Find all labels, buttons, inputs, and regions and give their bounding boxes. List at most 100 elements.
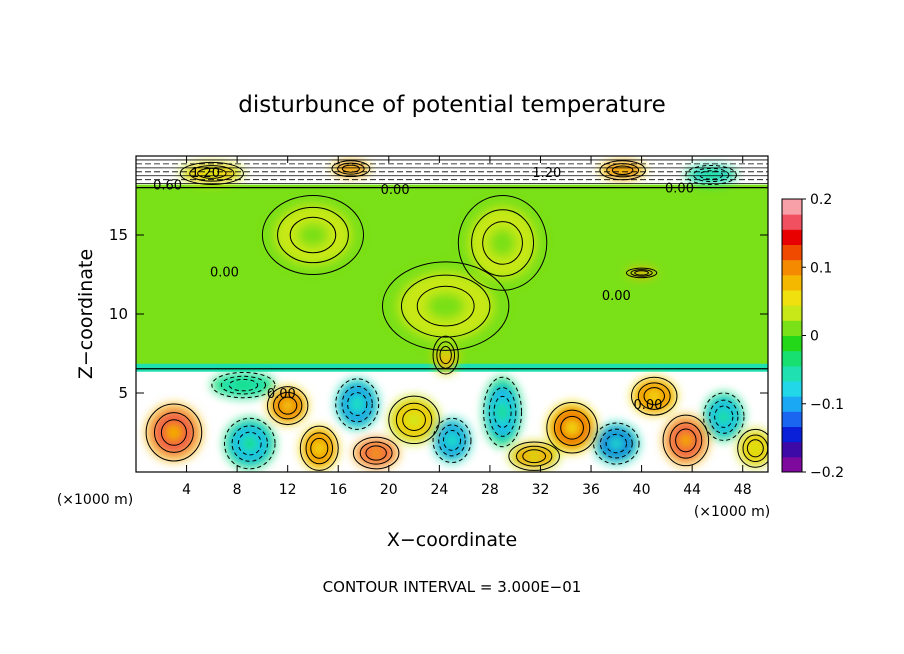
contour-line (593, 422, 640, 465)
contour-line (483, 376, 523, 448)
x-tick-label: 4 (182, 482, 191, 498)
colorbar-swatch (782, 305, 802, 321)
contour-line (482, 221, 523, 265)
contour-line (352, 436, 400, 470)
x-tick-label: 40 (633, 482, 651, 498)
x-tick-label: 36 (582, 482, 600, 498)
contour-line (223, 417, 276, 470)
contour-line (237, 431, 262, 456)
contour-line (685, 164, 737, 185)
colorbar-tick-label: −0.1 (810, 397, 844, 413)
contour-line (675, 428, 697, 453)
contour-line (160, 419, 187, 446)
y-tick-label: 10 (109, 305, 128, 323)
anomaly-blob (737, 429, 768, 468)
contour-line (402, 408, 426, 432)
contour-line (289, 216, 337, 254)
contour-label: 0.00 (267, 387, 296, 402)
colorbar-tick-label: 0 (810, 329, 819, 345)
contour-line (395, 402, 433, 437)
contour-line (471, 209, 535, 277)
contour-line (634, 270, 649, 276)
contour-lines (136, 159, 768, 471)
contour-line (331, 160, 371, 178)
contour-label: 1.20 (532, 166, 561, 181)
anomaly-blob (224, 418, 276, 469)
x-unit-right: (×1000 m) (694, 504, 770, 520)
contour-line (231, 425, 268, 462)
contour-line (299, 425, 339, 471)
x-unit-left: (×1000 m) (57, 492, 133, 508)
contour-line (365, 445, 387, 461)
colorbar-swatch (782, 426, 802, 443)
contour-line (432, 335, 459, 375)
x-axis-label: X−coordinate (387, 529, 517, 551)
contour-line (560, 415, 584, 440)
colorbar-swatch (782, 229, 802, 245)
contour-line (669, 422, 703, 459)
x-tick-label: 20 (380, 482, 398, 498)
x-tick-label: 16 (329, 482, 347, 498)
contour-line (341, 385, 373, 423)
contour-line (643, 387, 665, 406)
contour-line (220, 375, 267, 395)
contour-line (605, 433, 628, 454)
colorbar-tick-label: 0.2 (810, 192, 832, 208)
contour-line (522, 449, 547, 464)
contour-interval-note: CONTOUR INTERVAL = 3.000E−01 (323, 578, 582, 596)
contour-line (625, 267, 658, 279)
contour-label: 0.60 (153, 178, 182, 193)
contour-line (692, 167, 730, 183)
contour-line (228, 378, 259, 392)
contour-label: 0.00 (665, 182, 694, 197)
colorbar-swatch (782, 199, 802, 215)
colorbar-tick-label: −0.2 (810, 465, 844, 481)
x-tick-label: 24 (430, 482, 448, 498)
contour-label: 0.00 (381, 183, 410, 198)
y-axis-label: Z−coordinate (75, 249, 97, 379)
contour-line (310, 437, 329, 459)
x-tick-label: 44 (683, 482, 701, 498)
colorbar-swatch (782, 274, 802, 291)
y-tick-label: 5 (118, 384, 128, 402)
colorbar-swatch (782, 456, 802, 473)
contour-label-group: 1.20 1.20 0.60 0.00 0.00 0.00 0.00 0.00 0.00 (153, 166, 694, 413)
colorbar-swatch (782, 411, 802, 427)
x-tick-label: 8 (233, 482, 242, 498)
x-tick-label: 32 (532, 482, 550, 498)
contour-line (438, 424, 466, 457)
contour-line (662, 414, 710, 467)
colorbar: 0.2 0.1 0 −0.1 −0.2 (781, 192, 844, 481)
contour-line (630, 269, 653, 277)
heatmap-field (136, 156, 768, 472)
contour-line (737, 428, 768, 468)
contour-line (337, 162, 365, 175)
contour-line (699, 170, 723, 180)
contour-line (153, 412, 194, 453)
contour-line (266, 386, 309, 426)
contour-line (211, 371, 276, 399)
chart-title: disturbunce of potential temperature (238, 92, 666, 118)
x-tick-label: 12 (279, 482, 297, 498)
x-tick-label: 28 (481, 482, 499, 498)
contour-line (381, 261, 510, 351)
contour-label: 1.20 (191, 166, 220, 181)
contour-line (599, 428, 633, 459)
colorbar-swatch (782, 244, 802, 261)
contour-line (197, 167, 227, 179)
colorbar-swatch (782, 441, 802, 458)
contour-line (189, 165, 235, 182)
contour-line (347, 392, 368, 416)
colorbar-swatch (782, 381, 802, 397)
y-axis: 5 10 15 (109, 226, 768, 402)
contour-line (488, 387, 517, 437)
contour-label: 0.00 (633, 398, 662, 413)
contour-line (335, 378, 380, 430)
contour-line (515, 445, 553, 467)
contour-line (400, 274, 491, 338)
contour-line (432, 417, 472, 464)
contour-line (179, 161, 244, 185)
contour-line (359, 441, 393, 465)
contour-label: 0.00 (602, 289, 631, 304)
colorbar-swatch (782, 365, 802, 382)
